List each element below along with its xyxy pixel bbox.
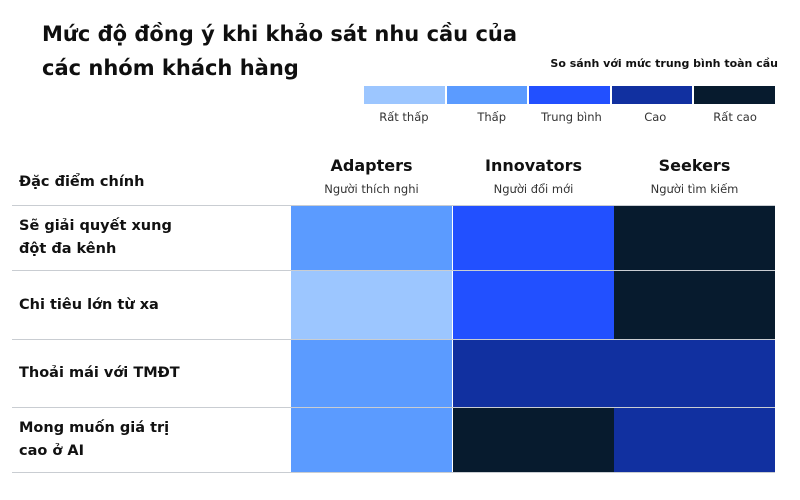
column-subtitle: Người thích nghi [324, 182, 419, 196]
row-label: Thoải mái với TMĐT [19, 365, 180, 381]
column-name: Innovators [484, 156, 582, 175]
chart-title-line-1: Mức độ đồng ý khi khảo sát nhu cầu của [42, 22, 518, 46]
legend-swatch-thap [446, 86, 530, 104]
table-row: Chi tiêu lớn từ xa [12, 271, 775, 340]
table-row: Mong muốn giá trị cao ở AI [12, 408, 775, 473]
legend-title: So sánh với mức trung bình toàn cầu [550, 57, 778, 70]
legend-label-cao: Cao [644, 110, 667, 124]
heatmap-cell-seekers [614, 408, 775, 472]
legend-label-trung-binh: Trung bình [541, 110, 602, 124]
heatmap-table: Đặc điểm chính Adapters Người thích nghi I… [12, 150, 775, 473]
chart-title-line-2: các nhóm khách hàng [42, 56, 299, 80]
heatmap-cell-adapters [291, 271, 452, 339]
legend-labels: Rất thấp Thấp Trung bình Cao Rất cao [364, 110, 775, 124]
legend-label-rat-thap: Rất thấp [379, 110, 429, 124]
legend-label-rat-cao: Rất cao [713, 110, 757, 124]
heatmap-cell-innovators [453, 271, 614, 339]
heatmap-cell-seekers [614, 340, 775, 407]
heatmap-cell-seekers [614, 206, 775, 270]
column-subtitle: Người đổi mới [493, 182, 574, 196]
heatmap-cell-innovators [453, 206, 614, 270]
row-label: Mong muốn giá trị cao ở AI [19, 420, 170, 459]
table-row: Sẽ giải quyết xung đột đa kênh [12, 206, 775, 271]
heatmap-cell-innovators [453, 408, 614, 472]
header-row: Đặc điểm chính Adapters Người thích nghi I… [12, 150, 775, 206]
column-header-adapters: Adapters Người thích nghi [291, 156, 452, 196]
legend-swatch-rat-thap [364, 86, 447, 104]
heatmap-cell-innovators [453, 340, 614, 407]
legend-label-thap: Thấp [477, 110, 507, 124]
row-label: Sẽ giải quyết xung đột đa kênh [19, 218, 172, 257]
heatmap-cell-seekers [614, 271, 775, 339]
legend-swatch-rat-cao [694, 86, 775, 104]
legend-swatches [364, 86, 775, 104]
chart-title: Mức độ đồng ý khi khảo sát nhu cầu của c… [42, 17, 562, 85]
color-legend: Rất thấp Thấp Trung bình Cao Rất cao [364, 86, 775, 124]
table-row: Thoải mái với TMĐT [12, 340, 775, 408]
row-header-label: Đặc điểm chính [19, 174, 145, 190]
heatmap-cell-adapters [291, 408, 452, 472]
legend-swatch-cao [611, 86, 695, 104]
heatmap-cell-adapters [291, 340, 452, 407]
column-name: Adapters [330, 156, 413, 175]
row-label: Chi tiêu lớn từ xa [19, 296, 159, 313]
column-subtitle: Người tìm kiếm [650, 182, 739, 196]
column-name: Seekers [658, 156, 731, 175]
heatmap-cell-adapters [291, 206, 452, 270]
column-header-seekers: Seekers Người tìm kiếm [614, 156, 775, 196]
legend-swatch-trung-binh [529, 86, 612, 104]
column-header-innovators: Innovators Người đổi mới [453, 156, 614, 196]
